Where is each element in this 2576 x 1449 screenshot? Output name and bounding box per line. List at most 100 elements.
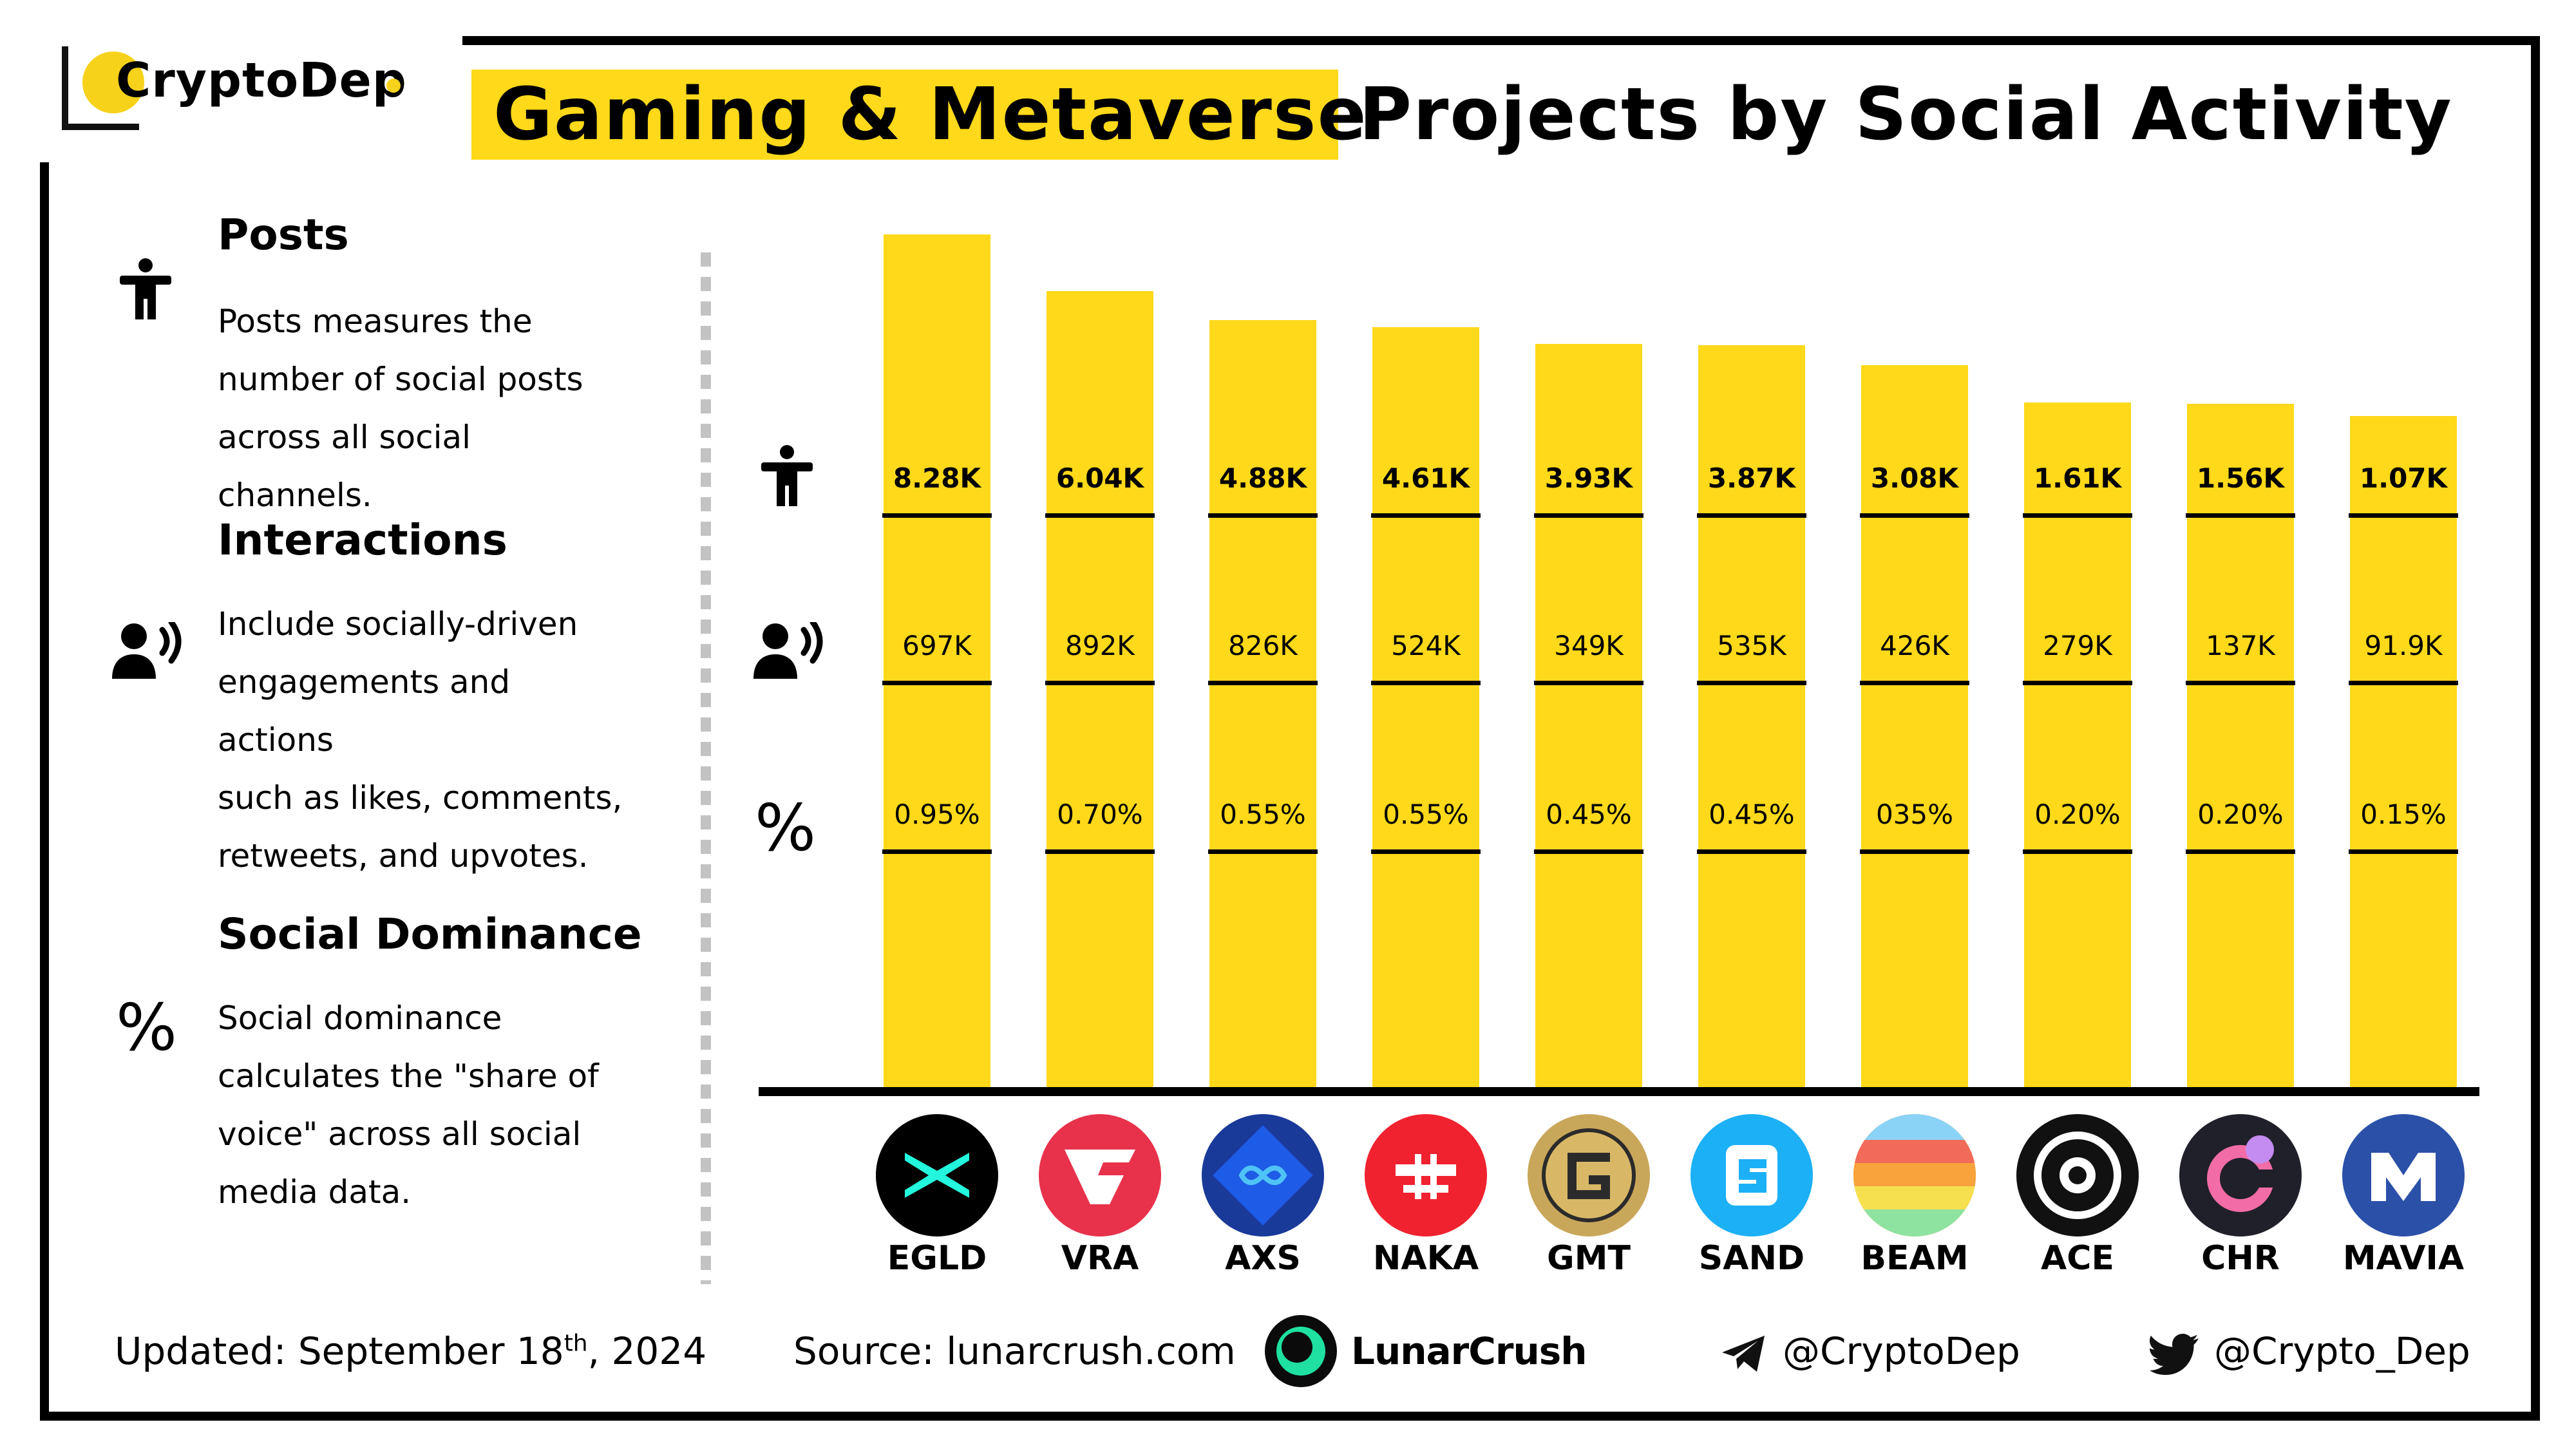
chr-logo-icon <box>2179 1114 2302 1236</box>
ace-logo-icon <box>2016 1114 2139 1236</box>
bar-ace <box>2024 402 2131 1087</box>
legend-interactions-line: engagements and actions <box>218 663 511 759</box>
data-label: 279K <box>2043 630 2112 661</box>
row-separator <box>2023 681 2132 685</box>
bar-sand <box>1698 345 1805 1087</box>
tick-label: GMT <box>1547 1239 1631 1278</box>
bar-mavia <box>2350 416 2457 1087</box>
row-separator <box>1697 681 1806 685</box>
row-separator <box>1208 849 1318 854</box>
updated-label-text: Updated: <box>115 1329 287 1373</box>
speaking-person-icon <box>753 622 823 679</box>
tick-label: NAKA <box>1372 1239 1479 1278</box>
data-label: 0.45% <box>1709 799 1795 830</box>
updated-label: Updated: September 18th, 2024 <box>115 1329 706 1373</box>
twitter-handle[interactable]: @Crypto_Dep <box>2214 1329 2470 1373</box>
legend-dominance-line: voice" across all social <box>218 1115 582 1153</box>
tick-label: CHR <box>2201 1239 2280 1278</box>
data-label: 826K <box>1228 630 1298 661</box>
legend-interactions-heading: Interactions <box>218 515 507 565</box>
data-label: 8.28K <box>893 462 981 494</box>
person-icon <box>761 445 813 506</box>
data-label: 0.55% <box>1383 799 1469 830</box>
data-label: 3.87K <box>1707 462 1796 494</box>
row-separator <box>1045 513 1155 518</box>
tick-label: ACE <box>2041 1239 2114 1278</box>
gmt-logo-icon <box>1528 1114 1650 1236</box>
row-separator <box>1534 849 1643 854</box>
data-label: 3.08K <box>1870 462 1959 494</box>
telegram-handle[interactable]: @CryptoDep <box>1783 1329 2020 1373</box>
legend-posts-heading: Posts <box>218 210 349 260</box>
partner-name: LunarCrush <box>1351 1329 1587 1373</box>
updated-year: , 2024 <box>587 1329 707 1373</box>
naka-logo-icon <box>1365 1114 1487 1236</box>
row-separator <box>2349 513 2458 518</box>
beam-logo-icon <box>1853 1114 1976 1236</box>
logo-dot <box>386 79 401 93</box>
legend-dominance-heading: Social Dominance <box>218 909 642 959</box>
frame-top <box>462 36 2540 45</box>
data-label: 137K <box>2206 630 2275 661</box>
row-separator <box>1534 513 1643 518</box>
vra-logo-icon <box>1039 1114 1161 1236</box>
legend-posts-text: Posts measures the number of social post… <box>218 292 630 524</box>
legend-interactions-line: retweets, and upvotes. <box>218 837 589 875</box>
row-separator <box>1860 513 1969 518</box>
data-label: 91.9K <box>2364 630 2443 661</box>
row-separator <box>1860 681 1969 685</box>
twitter-icon <box>2150 1334 2199 1375</box>
legend-dominance-line: calculates the "share of <box>218 1057 599 1095</box>
data-label: 535K <box>1717 630 1786 661</box>
lunarcrush-logo-icon <box>1265 1315 1337 1387</box>
tick-label: MAVIA <box>2342 1239 2465 1278</box>
axs-logo-icon <box>1202 1114 1324 1236</box>
legend-interactions-line: such as likes, comments, <box>218 779 623 817</box>
tick-label: AXS <box>1225 1239 1301 1278</box>
legend-dominance-line: Social dominance <box>218 999 502 1037</box>
row-separator <box>1860 849 1969 854</box>
chart-title-highlight: Gaming & Metaverse <box>493 73 1368 156</box>
data-label: 1.61K <box>2033 462 2122 494</box>
row-separator <box>1371 849 1481 854</box>
frame-right <box>2531 36 2540 1421</box>
row-separator <box>882 513 992 518</box>
percent-icon: % <box>755 790 817 866</box>
row-separator <box>2023 849 2132 854</box>
x-axis-baseline <box>759 1087 2479 1096</box>
tick-label: SAND <box>1698 1239 1805 1278</box>
data-label: 349K <box>1554 630 1624 661</box>
data-label: 0.70% <box>1057 799 1143 830</box>
bar-egld <box>884 234 990 1087</box>
data-label: 3.93K <box>1544 462 1633 494</box>
mavia-logo-icon <box>2342 1114 2465 1236</box>
legend-dominance-line: media data. <box>218 1173 412 1211</box>
legend-posts-line: number of social posts <box>218 361 583 398</box>
row-separator <box>882 681 992 685</box>
bar-naka <box>1372 327 1479 1087</box>
tick-label: VRA <box>1061 1239 1139 1278</box>
row-separator <box>2186 849 2295 854</box>
source-link[interactable]: lunarcrush.com <box>946 1329 1236 1373</box>
data-label: 0.45% <box>1546 799 1632 830</box>
data-label: 0.20% <box>2197 799 2284 830</box>
row-separator <box>1208 681 1318 685</box>
frame-bottom <box>40 1412 2540 1421</box>
data-label: 892K <box>1065 630 1135 661</box>
updated-date: September 18 <box>298 1329 564 1373</box>
source-label: Source: <box>793 1329 934 1373</box>
data-label: 1.56K <box>2196 462 2285 494</box>
legend-posts-line: across all social channels. <box>218 419 471 514</box>
row-separator <box>882 849 992 854</box>
data-label: 4.61K <box>1381 462 1470 494</box>
legend-interactions-text: Include socially-driven engagements and … <box>218 595 630 885</box>
speaking-person-icon <box>112 622 182 679</box>
data-label: 0.15% <box>2360 799 2447 830</box>
row-separator <box>1371 513 1481 518</box>
bar-vra <box>1046 290 1153 1087</box>
frame-left <box>40 162 49 1421</box>
data-label: 426K <box>1880 630 1949 661</box>
data-label: 0.55% <box>1220 799 1306 830</box>
bar-gmt <box>1535 344 1642 1087</box>
divider-dashed <box>701 252 711 1284</box>
